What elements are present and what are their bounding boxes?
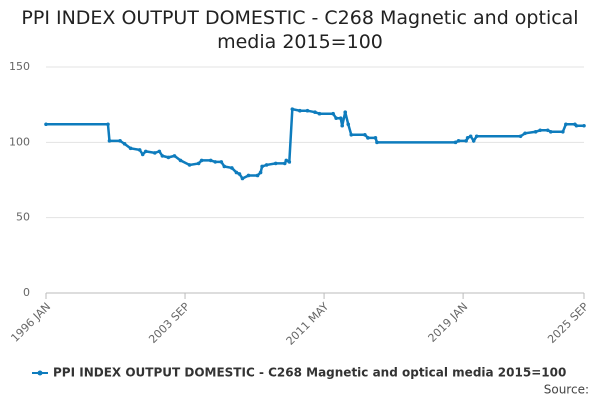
x-tick-label: 1996 JAN — [8, 300, 53, 345]
data-point — [331, 111, 335, 116]
y-tick-label: 50 — [16, 211, 30, 224]
data-point — [548, 129, 553, 134]
data-point — [538, 128, 542, 133]
data-point — [298, 108, 302, 113]
data-point — [305, 108, 310, 113]
data-point — [208, 158, 213, 163]
data-point — [137, 148, 142, 152]
data-point — [545, 128, 550, 133]
data-point — [107, 139, 112, 143]
data-point — [582, 123, 586, 128]
data-point — [471, 139, 476, 143]
data-point — [284, 158, 289, 163]
chart-title: PPI INDEX OUTPUT DOMESTIC - C268 Magneti… — [21, 7, 579, 53]
data-point — [213, 160, 218, 164]
y-tick-label: 100 — [9, 135, 30, 148]
data-point — [574, 123, 579, 128]
source-label: Source: — [544, 383, 589, 397]
data-point — [143, 149, 148, 154]
data-point — [334, 116, 338, 121]
data-point — [313, 110, 317, 114]
data-point — [187, 163, 192, 167]
data-point — [317, 111, 322, 116]
data-point — [340, 123, 345, 128]
data-point — [564, 122, 568, 127]
data-point — [264, 163, 269, 167]
data-point — [346, 122, 351, 127]
data-point — [464, 139, 468, 143]
data-point — [118, 139, 122, 143]
data-point — [468, 134, 473, 139]
data-line — [46, 107, 584, 181]
data-point — [160, 154, 165, 158]
data-point — [222, 164, 227, 169]
data-point — [122, 142, 127, 146]
data-point — [338, 116, 343, 121]
data-point — [246, 173, 251, 178]
data-point — [349, 133, 354, 137]
data-point — [343, 110, 348, 114]
legend-marker — [37, 370, 43, 376]
data-point — [237, 172, 242, 176]
data-point — [153, 151, 157, 155]
data-point — [474, 134, 479, 139]
data-point — [260, 164, 264, 169]
data-point — [199, 158, 204, 163]
data-point — [128, 146, 133, 151]
data-point — [465, 136, 470, 140]
data-point — [363, 133, 367, 137]
data-point — [561, 129, 565, 134]
data-point — [287, 160, 292, 164]
data-point — [533, 129, 538, 134]
data-point — [44, 122, 48, 127]
legend-label: PPI INDEX OUTPUT DOMESTIC - C268 Magneti… — [53, 366, 566, 380]
data-point — [196, 161, 201, 166]
data-point — [240, 176, 245, 181]
data-point — [373, 136, 378, 140]
data-point — [258, 170, 263, 175]
data-point — [366, 136, 370, 140]
x-tick-label: 2019 JAN — [426, 300, 471, 345]
data-point — [282, 161, 287, 166]
data-point — [178, 158, 183, 163]
data-point — [518, 134, 523, 139]
y-tick-label: 0 — [23, 286, 30, 299]
data-point — [453, 140, 458, 145]
x-tick-label: 2011 MAY — [284, 300, 332, 348]
data-point — [172, 154, 177, 158]
data-point — [273, 161, 278, 166]
data-point — [375, 140, 379, 145]
data-point — [157, 149, 162, 154]
data-point — [106, 122, 110, 127]
data-point — [456, 139, 461, 143]
data-point — [166, 155, 171, 160]
data-point — [523, 131, 527, 136]
x-tick-label: 2003 SEP — [146, 300, 192, 346]
data-point — [230, 166, 234, 170]
data-point — [234, 170, 239, 175]
x-tick-label: 2025 SEP — [545, 300, 591, 346]
data-point — [140, 152, 145, 157]
y-tick-label: 150 — [9, 60, 30, 73]
data-point — [290, 107, 295, 111]
data-point — [255, 173, 260, 178]
data-point — [219, 160, 224, 164]
